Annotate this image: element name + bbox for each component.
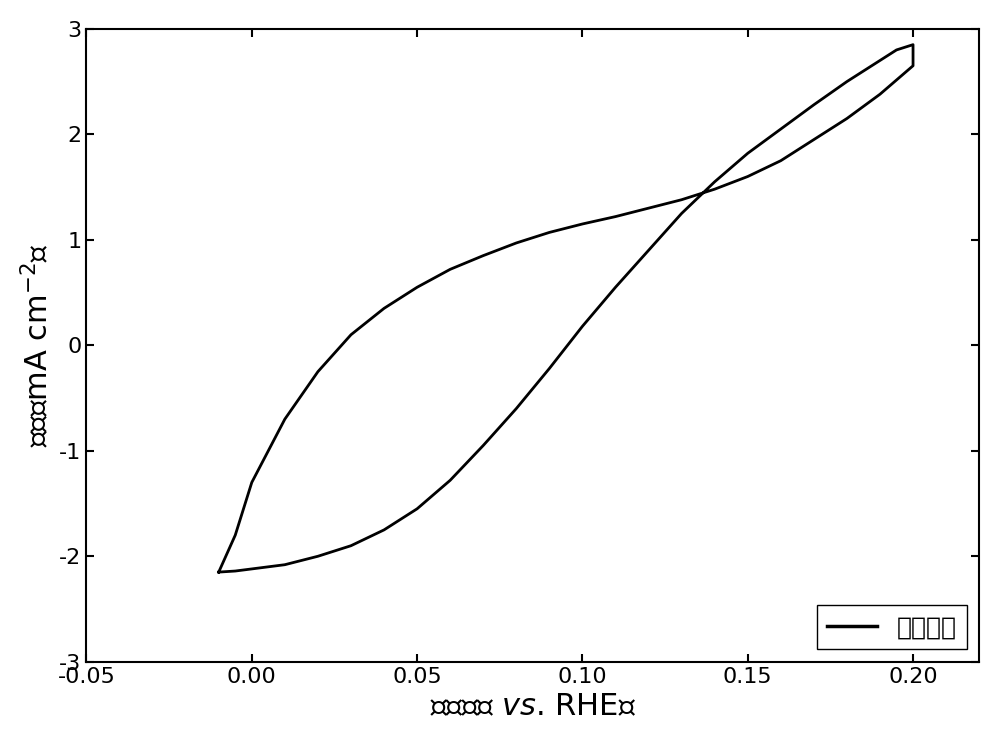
Y-axis label: 电流（mA cm$^{-2}$）: 电流（mA cm$^{-2}$）	[21, 243, 54, 447]
X-axis label: 电位（伏 $\it{vs}$. RHE）: 电位（伏 $\it{vs}$. RHE）	[430, 692, 636, 721]
Legend: 氢气饱和: 氢气饱和	[817, 605, 967, 649]
